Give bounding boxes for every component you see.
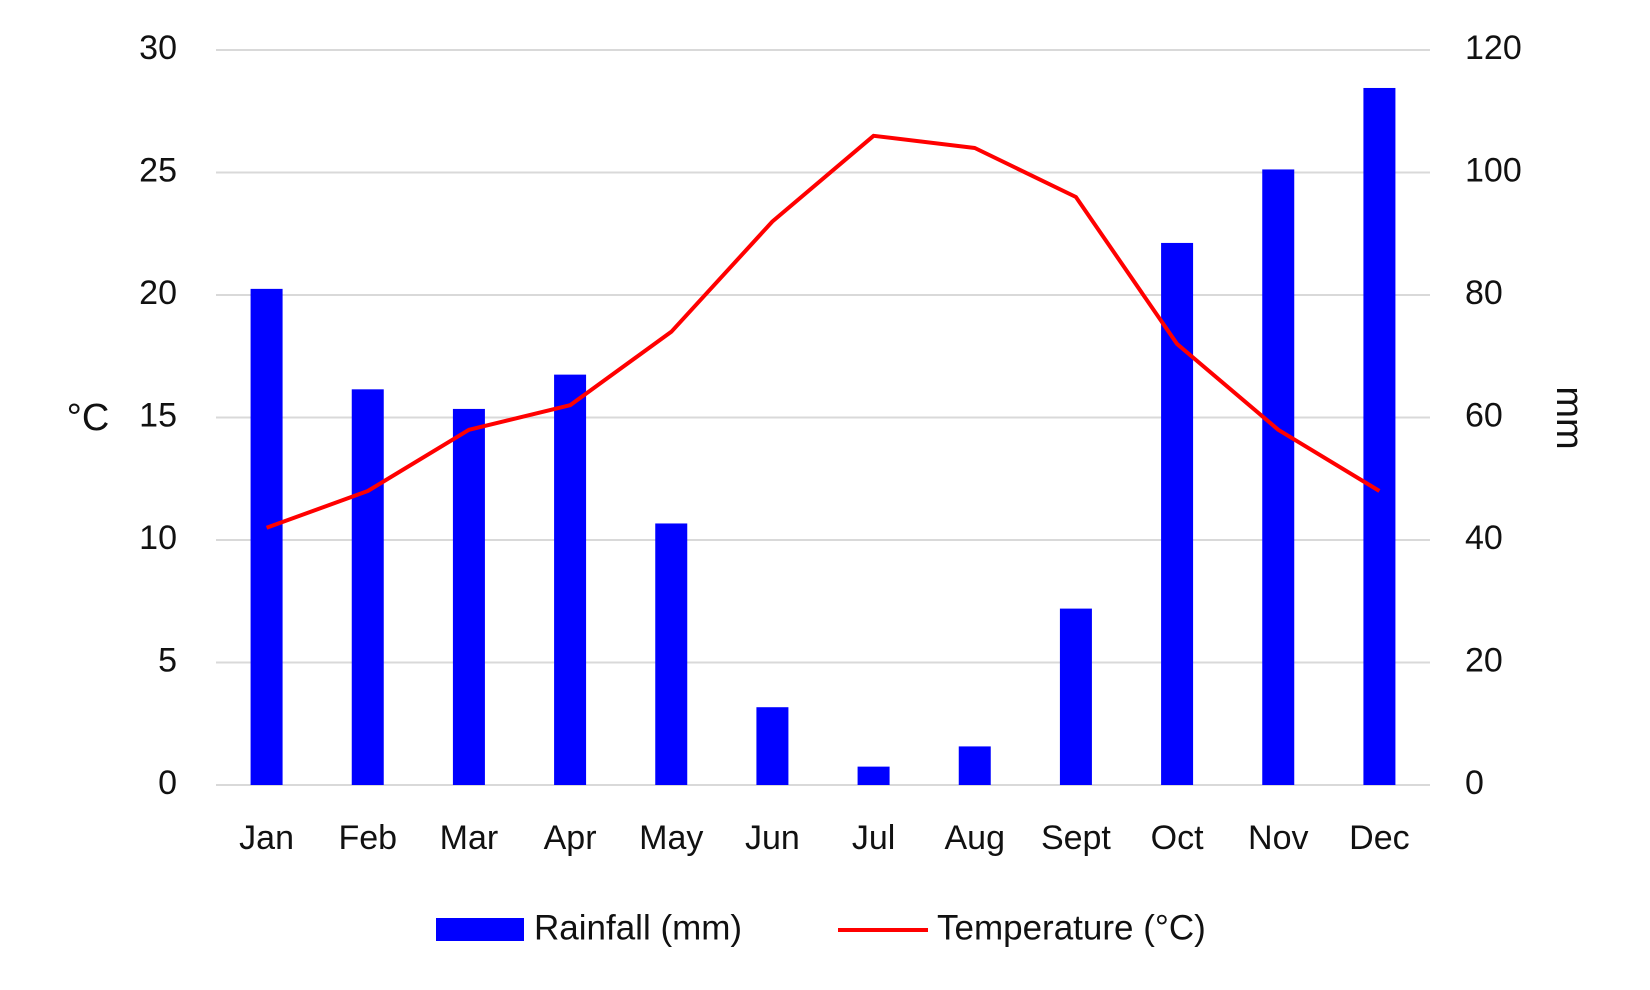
- temperature-line: [265, 133, 1381, 530]
- left-tick-label: 5: [158, 641, 177, 679]
- left-tick-label: 0: [158, 764, 177, 802]
- x-tick-label: Oct: [1151, 819, 1204, 857]
- right-tick-label: 60: [1465, 396, 1503, 434]
- gridlines: [216, 49, 1430, 786]
- rainfall-bar: [351, 389, 384, 785]
- x-tick-label: Feb: [338, 819, 397, 857]
- x-tick-label: Jun: [745, 819, 800, 857]
- x-tick-label: Dec: [1349, 819, 1409, 857]
- right-tick-label: 80: [1465, 274, 1503, 312]
- x-tick-label: Nov: [1248, 819, 1308, 857]
- left-tick-label: 20: [139, 274, 177, 312]
- left-axis-ticks: 0 5 10 15 20 25 30: [139, 29, 177, 802]
- left-axis-title: °C: [67, 397, 110, 439]
- left-tick-label: 25: [139, 151, 177, 189]
- rainfall-bar: [1161, 242, 1194, 785]
- x-tick-label: Apr: [544, 819, 597, 857]
- rainfall-bar: [1363, 87, 1396, 786]
- legend: Rainfall (mm) Temperature (°C): [436, 908, 1206, 947]
- right-tick-label: 40: [1465, 519, 1503, 557]
- x-tick-label: Aug: [945, 819, 1006, 857]
- rainfall-bar: [1059, 608, 1092, 785]
- right-tick-label: 120: [1465, 29, 1522, 67]
- rainfall-bar: [554, 374, 587, 785]
- left-tick-label: 30: [139, 29, 177, 67]
- left-tick-label: 15: [139, 396, 177, 434]
- x-axis-ticks: Jan Feb Mar Apr May Jun Jul Aug Sept Oct Nov Dec: [239, 819, 1409, 857]
- x-tick-label: May: [639, 819, 703, 857]
- rainfall-bar: [1262, 169, 1295, 785]
- rainfall-bar: [857, 766, 890, 785]
- legend-rainfall-label: Rainfall (mm): [534, 908, 742, 947]
- x-tick-label: Jul: [852, 819, 895, 857]
- temperature-line-group: [265, 133, 1381, 530]
- right-tick-label: 0: [1465, 764, 1484, 802]
- legend-rainfall-swatch: [436, 918, 524, 941]
- right-axis-title: mm: [1548, 386, 1590, 449]
- right-tick-label: 20: [1465, 641, 1503, 679]
- x-tick-label: Mar: [440, 819, 499, 857]
- x-tick-label: Jan: [239, 819, 294, 857]
- legend-temperature-label: Temperature (°C): [937, 908, 1206, 947]
- rainfall-bar: [958, 746, 991, 785]
- right-axis-ticks: 0 20 40 60 80 100 120: [1465, 29, 1522, 802]
- right-tick-label: 100: [1465, 151, 1522, 189]
- x-tick-label: Sept: [1041, 819, 1111, 857]
- left-tick-label: 10: [139, 519, 177, 557]
- rainfall-bar: [452, 408, 485, 785]
- rainfall-bars: [250, 87, 1396, 786]
- rainfall-bar: [250, 288, 283, 785]
- rainfall-bar: [756, 707, 789, 785]
- rainfall-bar: [655, 523, 688, 785]
